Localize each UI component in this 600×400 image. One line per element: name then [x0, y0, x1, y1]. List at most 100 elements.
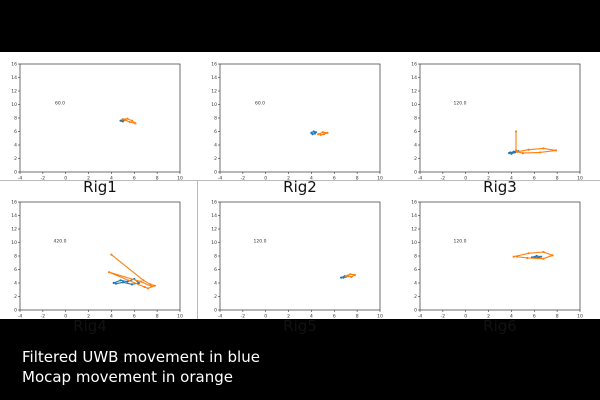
mocap-point [124, 118, 127, 122]
x-tick-label: -4 [418, 176, 423, 182]
mocap-point [526, 256, 529, 260]
mocap-point [542, 147, 545, 150]
chart-rig6: -4 -2 0 2 4 6 8 10 0 2 4 6 8 10 12 14 16 120.0 Rig6 [400, 190, 600, 345]
mocap-point [146, 287, 150, 290]
y-tick-label: 10 [211, 102, 217, 108]
x-tick-label: 6 [333, 314, 336, 320]
rig-label: Rig5 [283, 317, 317, 335]
plot-frame [219, 201, 381, 311]
chart-rig3: -4 -2 0 2 4 6 8 10 0 2 4 6 8 10 12 14 16 120.0 Rig3 [400, 52, 600, 202]
caption-mocap: Mocap movement in orange [22, 368, 233, 386]
y-tick-label: 2 [214, 294, 217, 300]
y-tick-label: 0 [414, 170, 417, 176]
x-tick-label: 2 [487, 314, 490, 320]
y-tick-label: 0 [14, 308, 17, 314]
mocap-point [521, 152, 524, 155]
rig-label: Rig1 [83, 178, 117, 196]
x-tick-label: -4 [418, 314, 423, 320]
y-tick-label: 8 [14, 254, 17, 260]
plot-frame [219, 63, 381, 173]
x-tick-label: -4 [18, 314, 23, 320]
caption-uwb: Filtered UWB movement in blue [22, 348, 260, 366]
x-tick-label: 10 [377, 176, 383, 182]
x-tick-label: 4 [510, 314, 513, 320]
y-tick-label: 0 [414, 308, 417, 314]
mocap-point [542, 250, 545, 254]
uwb-point [112, 281, 115, 285]
y-tick-label: 6 [414, 129, 417, 135]
uwb-point [535, 254, 538, 258]
time-annotation: 60.0 [255, 101, 265, 107]
chart-rig1: -4 -2 0 2 4 6 8 10 0 2 4 6 8 10 12 14 16 60.0 Rig1 [0, 52, 200, 202]
x-tick-label: 2 [487, 176, 490, 182]
uwb-point [114, 282, 118, 285]
x-tick-label: 8 [156, 176, 159, 182]
y-tick-label: 12 [411, 89, 417, 95]
y-tick-label: 14 [211, 75, 217, 81]
uwb-point [540, 255, 543, 258]
x-tick-label: 8 [356, 176, 359, 182]
mocap-point [143, 285, 146, 289]
mocap-point [321, 131, 324, 134]
y-tick-label: 16 [411, 200, 417, 206]
uwb-point [312, 130, 315, 133]
mocap-point [326, 131, 329, 134]
mocap-point [353, 273, 356, 276]
mocap-point [121, 118, 124, 121]
chart-rig5: -4 -2 0 2 4 6 8 10 0 2 4 6 8 10 12 14 16 120.0 Rig5 [200, 190, 400, 345]
mocap-point [128, 120, 131, 124]
chart-svg: -4 -2 0 2 4 6 8 10 0 2 4 6 8 10 12 14 16 120.0 [411, 200, 583, 320]
mocap-point [149, 283, 152, 286]
x-tick-label: 4 [310, 314, 313, 320]
time-annotation: 120.0 [254, 239, 267, 245]
y-tick-label: 6 [414, 267, 417, 273]
y-tick-label: 10 [211, 240, 217, 246]
x-tick-label: 0 [264, 314, 267, 320]
x-tick-label: 4 [510, 176, 513, 182]
uwb-point [130, 283, 134, 286]
mocap-point [150, 285, 153, 288]
chart-rig2: -4 -2 0 2 4 6 8 10 0 2 4 6 8 10 12 14 16 60.0 Rig2 [200, 52, 400, 202]
mocap-point [317, 133, 320, 136]
mocap-point [514, 130, 518, 133]
y-tick-label: 10 [11, 102, 17, 108]
uwb-point [119, 279, 122, 282]
chart-rig4: -4 -2 0 2 4 6 8 10 0 2 4 6 8 10 12 14 16 420.0 Rig4 [0, 190, 200, 345]
y-tick-label: 10 [11, 240, 17, 246]
y-tick-label: 4 [14, 281, 17, 287]
x-tick-label: 0 [264, 176, 267, 182]
panel-divider-vertical [197, 180, 198, 319]
chart-svg: -4 -2 0 2 4 6 8 10 0 2 4 6 8 10 12 14 16 120.0 [211, 200, 383, 320]
mocap-point [554, 149, 558, 152]
x-tick-label: -2 [441, 314, 446, 320]
mocap-point [349, 273, 352, 276]
x-tick-label: 8 [156, 314, 159, 320]
x-tick-label: 6 [133, 314, 136, 320]
mocap-point [142, 279, 145, 282]
uwb-point [121, 281, 124, 284]
x-tick-label: 10 [377, 314, 383, 320]
mocap-point [538, 151, 542, 154]
x-tick-label: 8 [556, 176, 559, 182]
x-tick-label: 6 [133, 176, 136, 182]
uwb-point [313, 132, 316, 135]
x-tick-label: 0 [64, 314, 67, 320]
y-tick-label: 4 [214, 281, 217, 287]
y-tick-label: 12 [11, 227, 17, 233]
mocap-point [527, 252, 530, 255]
panel-divider-horizontal [0, 180, 600, 181]
x-tick-label: -4 [218, 176, 223, 182]
y-tick-label: 0 [14, 170, 17, 176]
y-tick-label: 12 [211, 227, 217, 233]
mocap-point [551, 254, 554, 257]
x-tick-label: 8 [556, 314, 559, 320]
time-annotation: 120.0 [454, 239, 467, 245]
y-tick-label: 4 [14, 143, 17, 149]
y-tick-label: 0 [214, 308, 217, 314]
y-tick-label: 6 [14, 267, 17, 273]
x-tick-label: 10 [577, 314, 583, 320]
plot-frame [19, 63, 181, 173]
chart-svg: -4 -2 0 2 4 6 8 10 0 2 4 6 8 10 12 14 16 120.0 [411, 62, 583, 182]
y-tick-label: 2 [414, 156, 417, 162]
x-tick-label: 0 [464, 176, 467, 182]
